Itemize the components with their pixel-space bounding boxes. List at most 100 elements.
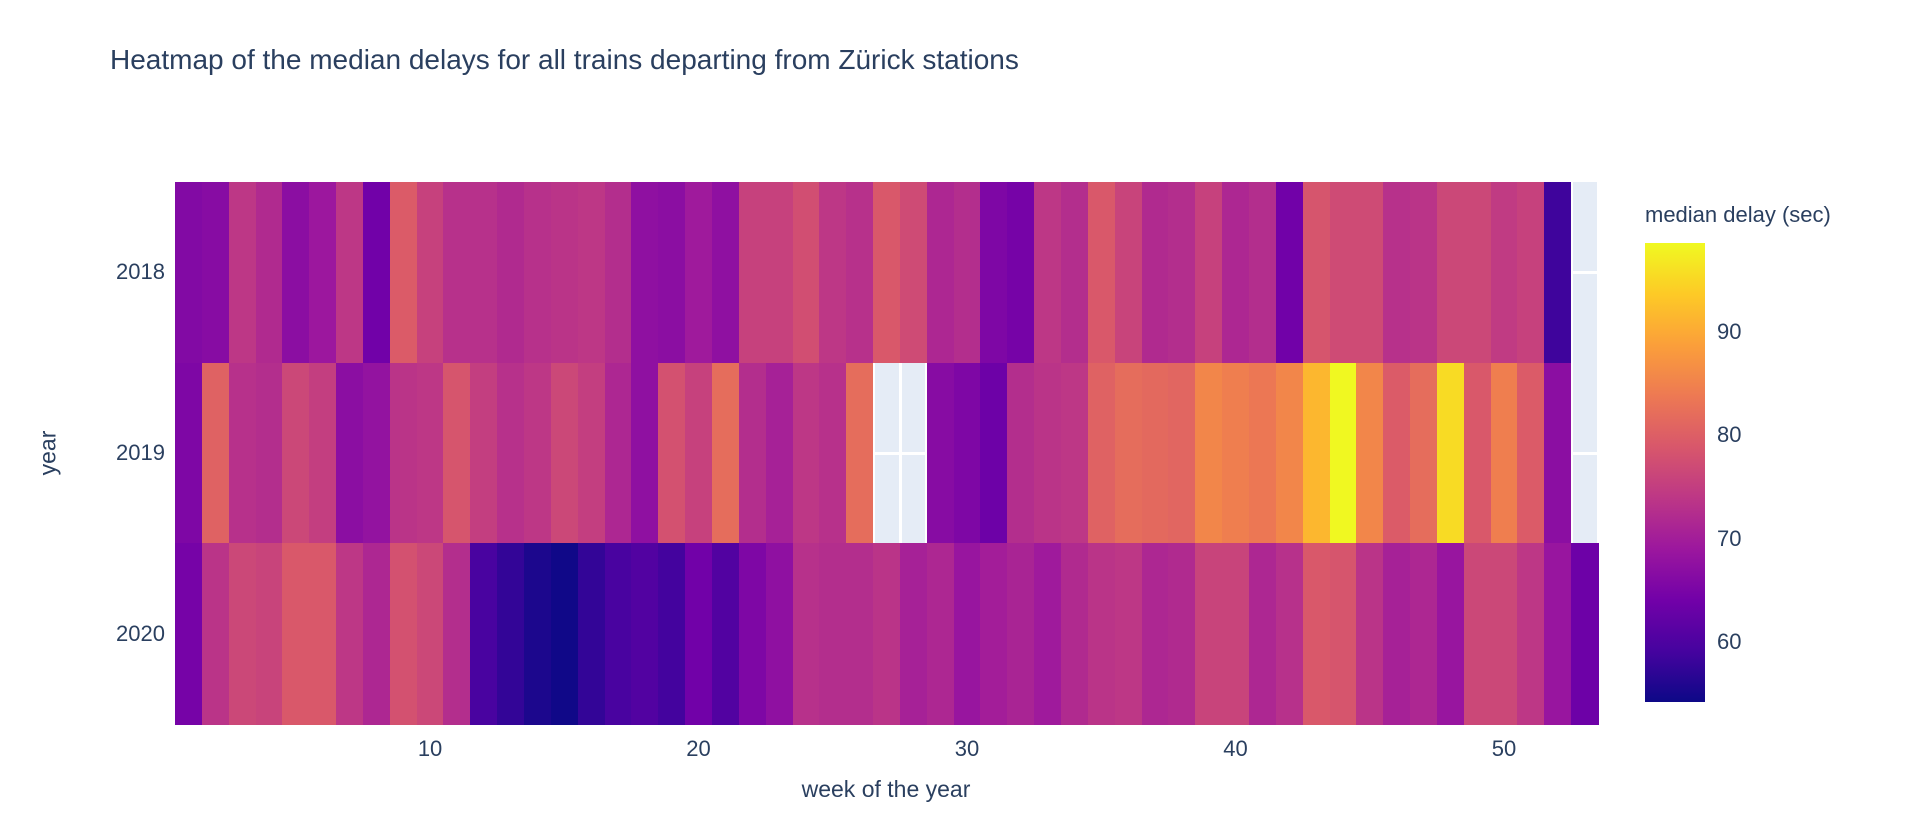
heatmap-cell[interactable] bbox=[604, 543, 633, 725]
heatmap-cell[interactable] bbox=[658, 362, 686, 544]
heatmap-cell[interactable] bbox=[1356, 362, 1384, 544]
heatmap-cell[interactable] bbox=[1061, 543, 1089, 725]
heatmap-cell[interactable] bbox=[658, 182, 686, 364]
heatmap-cell[interactable] bbox=[980, 362, 1008, 544]
heatmap-cell[interactable] bbox=[926, 182, 955, 364]
heatmap-cell[interactable] bbox=[1168, 543, 1196, 725]
heatmap-cell[interactable] bbox=[873, 543, 901, 725]
heatmap-cell[interactable] bbox=[980, 182, 1008, 364]
heatmap-cell[interactable] bbox=[1329, 362, 1357, 544]
heatmap-cell[interactable] bbox=[1410, 543, 1438, 725]
heatmap-cell[interactable] bbox=[362, 182, 391, 364]
heatmap-cell[interactable] bbox=[1544, 543, 1572, 725]
heatmap-cell[interactable] bbox=[416, 362, 445, 544]
heatmap-cell[interactable] bbox=[1141, 362, 1169, 544]
heatmap-cell[interactable] bbox=[604, 362, 633, 544]
heatmap-cell[interactable] bbox=[1114, 543, 1143, 725]
heatmap-cell[interactable] bbox=[1248, 362, 1277, 544]
heatmap-cell[interactable] bbox=[1141, 543, 1169, 725]
heatmap-cell[interactable] bbox=[1383, 362, 1411, 544]
heatmap-cell[interactable] bbox=[711, 182, 740, 364]
heatmap-cell[interactable] bbox=[550, 182, 579, 364]
heatmap-cell[interactable] bbox=[309, 362, 337, 544]
heatmap-cell[interactable] bbox=[255, 182, 283, 364]
heatmap-cell[interactable] bbox=[1061, 182, 1089, 364]
heatmap-cell[interactable] bbox=[175, 362, 203, 544]
heatmap-cell[interactable] bbox=[282, 182, 310, 364]
heatmap-cell[interactable] bbox=[1195, 362, 1223, 544]
heatmap-cell[interactable] bbox=[1383, 182, 1411, 364]
heatmap-cell[interactable] bbox=[1275, 182, 1304, 364]
heatmap-cell[interactable] bbox=[1571, 182, 1599, 364]
heatmap-cell[interactable] bbox=[1410, 362, 1438, 544]
heatmap-cell[interactable] bbox=[1571, 362, 1599, 544]
heatmap-cell[interactable] bbox=[1544, 362, 1572, 544]
heatmap-cell[interactable] bbox=[1302, 182, 1331, 364]
heatmap-cell[interactable] bbox=[1168, 362, 1196, 544]
heatmap-cell[interactable] bbox=[282, 543, 310, 725]
heatmap-cell[interactable] bbox=[497, 543, 525, 725]
heatmap-cell[interactable] bbox=[201, 362, 230, 544]
heatmap-cell[interactable] bbox=[175, 182, 203, 364]
heatmap-cell[interactable] bbox=[738, 543, 767, 725]
heatmap-cell[interactable] bbox=[255, 362, 283, 544]
heatmap-cell[interactable] bbox=[1034, 182, 1062, 364]
heatmap-cell[interactable] bbox=[631, 362, 659, 544]
heatmap-cell[interactable] bbox=[953, 362, 982, 544]
heatmap-cell[interactable] bbox=[1087, 543, 1116, 725]
heatmap-cell[interactable] bbox=[309, 543, 337, 725]
heatmap-cell[interactable] bbox=[1571, 543, 1599, 725]
heatmap-cell[interactable] bbox=[309, 182, 337, 364]
heatmap-cell[interactable] bbox=[819, 182, 847, 364]
heatmap-plot-area[interactable] bbox=[175, 182, 1599, 725]
heatmap-cell[interactable] bbox=[470, 362, 498, 544]
heatmap-cell[interactable] bbox=[443, 362, 471, 544]
heatmap-cell[interactable] bbox=[336, 543, 364, 725]
heatmap-cell[interactable] bbox=[470, 182, 498, 364]
heatmap-cell[interactable] bbox=[1087, 362, 1116, 544]
heatmap-cell[interactable] bbox=[765, 543, 794, 725]
heatmap-cell[interactable] bbox=[1490, 543, 1519, 725]
heatmap-cell[interactable] bbox=[497, 362, 525, 544]
heatmap-cell[interactable] bbox=[1248, 543, 1277, 725]
heatmap-cell[interactable] bbox=[1517, 182, 1545, 364]
heatmap-cell[interactable] bbox=[1302, 362, 1331, 544]
heatmap-cell[interactable] bbox=[685, 182, 713, 364]
heatmap-cell[interactable] bbox=[1544, 182, 1572, 364]
heatmap-cell[interactable] bbox=[926, 543, 955, 725]
heatmap-cell[interactable] bbox=[228, 543, 257, 725]
heatmap-cell[interactable] bbox=[282, 362, 310, 544]
heatmap-cell[interactable] bbox=[846, 362, 874, 544]
heatmap-cell[interactable] bbox=[577, 362, 606, 544]
heatmap-cell[interactable] bbox=[201, 182, 230, 364]
heatmap-cell[interactable] bbox=[711, 362, 740, 544]
heatmap-cell[interactable] bbox=[524, 543, 552, 725]
heatmap-cell[interactable] bbox=[792, 182, 820, 364]
heatmap-cell[interactable] bbox=[1034, 543, 1062, 725]
heatmap-cell[interactable] bbox=[765, 362, 794, 544]
heatmap-cell[interactable] bbox=[1114, 362, 1143, 544]
heatmap-cell[interactable] bbox=[738, 362, 767, 544]
heatmap-cell[interactable] bbox=[255, 543, 283, 725]
heatmap-cell[interactable] bbox=[792, 362, 820, 544]
heatmap-cell[interactable] bbox=[1463, 182, 1492, 364]
heatmap-cell[interactable] bbox=[175, 543, 203, 725]
heatmap-cell[interactable] bbox=[1490, 362, 1519, 544]
heatmap-cell[interactable] bbox=[1248, 182, 1277, 364]
heatmap-cell[interactable] bbox=[228, 362, 257, 544]
heatmap-cell[interactable] bbox=[1007, 182, 1035, 364]
heatmap-cell[interactable] bbox=[1302, 543, 1331, 725]
heatmap-cell[interactable] bbox=[1222, 543, 1250, 725]
heatmap-cell[interactable] bbox=[1195, 543, 1223, 725]
heatmap-cell[interactable] bbox=[1436, 182, 1465, 364]
heatmap-cell[interactable] bbox=[1517, 362, 1545, 544]
heatmap-cell[interactable] bbox=[819, 362, 847, 544]
heatmap-cell[interactable] bbox=[497, 182, 525, 364]
heatmap-cell[interactable] bbox=[980, 543, 1008, 725]
heatmap-cell[interactable] bbox=[711, 543, 740, 725]
heatmap-cell[interactable] bbox=[1087, 182, 1116, 364]
heatmap-cell[interactable] bbox=[1061, 362, 1089, 544]
heatmap-cell[interactable] bbox=[1222, 182, 1250, 364]
heatmap-cell[interactable] bbox=[389, 182, 418, 364]
heatmap-cell[interactable] bbox=[1436, 543, 1465, 725]
